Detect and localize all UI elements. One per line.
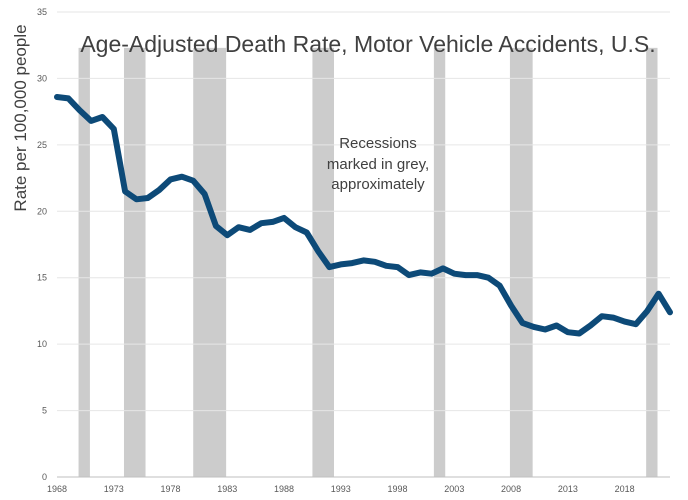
data-point (531, 324, 536, 329)
data-point (668, 310, 673, 315)
x-tick-label: 1968 (47, 484, 67, 494)
data-point (145, 196, 150, 201)
data-point (100, 114, 105, 119)
data-point (588, 323, 593, 328)
y-tick-label: 15 (37, 273, 47, 283)
data-point (350, 261, 355, 266)
series-points (55, 95, 673, 336)
data-point (486, 275, 491, 280)
recession-band (123, 47, 146, 477)
data-point (656, 291, 661, 296)
data-point (622, 319, 627, 324)
x-tick-label: 1983 (217, 484, 237, 494)
y-tick-labels: 0 5 10 15 20 25 30 35 (37, 7, 47, 482)
data-point (497, 283, 502, 288)
data-point (599, 314, 604, 319)
recession-band (193, 47, 227, 477)
data-point (475, 273, 480, 278)
y-tick-label: 25 (37, 140, 47, 150)
data-point (611, 315, 616, 320)
data-point (55, 95, 60, 100)
data-point (633, 322, 638, 327)
recession-note-line-3: approximately (331, 176, 425, 193)
data-point (77, 108, 82, 113)
data-point (202, 192, 207, 197)
data-point (509, 303, 514, 308)
x-tick-label: 1978 (161, 484, 181, 494)
data-point (577, 331, 582, 336)
data-point (429, 271, 434, 276)
data-point (157, 188, 162, 193)
recession-note-line-1: Recessions (339, 135, 417, 152)
data-point (293, 225, 298, 230)
data-point (123, 189, 128, 194)
data-point (565, 330, 570, 335)
recession-band (509, 47, 533, 477)
data-point (247, 227, 252, 232)
grid-lines (57, 11, 670, 412)
series-line (54, 94, 673, 337)
data-point (543, 327, 548, 332)
data-point (304, 230, 309, 235)
x-tick-label: 2003 (444, 484, 464, 494)
y-tick-label: 35 (37, 7, 47, 17)
y-tick-label: 5 (42, 406, 47, 416)
y-tick-label: 10 (37, 339, 47, 349)
data-point (191, 178, 196, 183)
data-point (440, 266, 445, 271)
data-point (225, 233, 230, 238)
x-tick-label: 1988 (274, 484, 294, 494)
data-point (66, 96, 71, 101)
data-point (236, 225, 241, 230)
x-tick-label: 2018 (615, 484, 635, 494)
data-point (372, 259, 377, 264)
recession-note-line-2: marked in grey, (327, 156, 429, 173)
y-tick-label: 20 (37, 206, 47, 216)
data-point (406, 273, 411, 278)
data-point (168, 177, 173, 182)
recession-band (646, 47, 658, 477)
x-tick-label: 1993 (331, 484, 351, 494)
recession-band (433, 47, 446, 477)
x-tick-label: 1973 (104, 484, 124, 494)
data-point (179, 174, 184, 179)
data-point (395, 265, 400, 270)
data-point (134, 197, 139, 202)
chart-title: Age-Adjusted Death Rate, Motor Vehicle A… (80, 31, 655, 57)
x-tick-label: 2008 (501, 484, 521, 494)
data-point (259, 221, 264, 226)
x-tick-label: 2013 (558, 484, 578, 494)
data-point (316, 249, 321, 254)
x-tick-label: 1998 (388, 484, 408, 494)
data-point (270, 219, 275, 224)
y-tick-label: 30 (37, 73, 47, 83)
data-point (338, 262, 343, 267)
data-point (111, 126, 116, 131)
data-point (89, 118, 94, 123)
data-point (463, 273, 468, 278)
data-point (452, 271, 457, 276)
data-point (361, 258, 366, 263)
data-point (645, 308, 650, 313)
recession-band (78, 47, 90, 477)
data-point (384, 263, 389, 268)
data-point (418, 270, 423, 275)
y-tick-label: 0 (42, 472, 47, 482)
y-axis-label: Rate per 100,000 people (11, 24, 30, 211)
data-point (282, 215, 287, 220)
x-tick-labels: 1968 1973 1978 1983 1988 1993 1998 2003 2008 2013… (47, 484, 635, 494)
data-point (213, 223, 218, 228)
data-point (327, 265, 332, 270)
data-point (520, 320, 525, 325)
data-point (554, 323, 559, 328)
